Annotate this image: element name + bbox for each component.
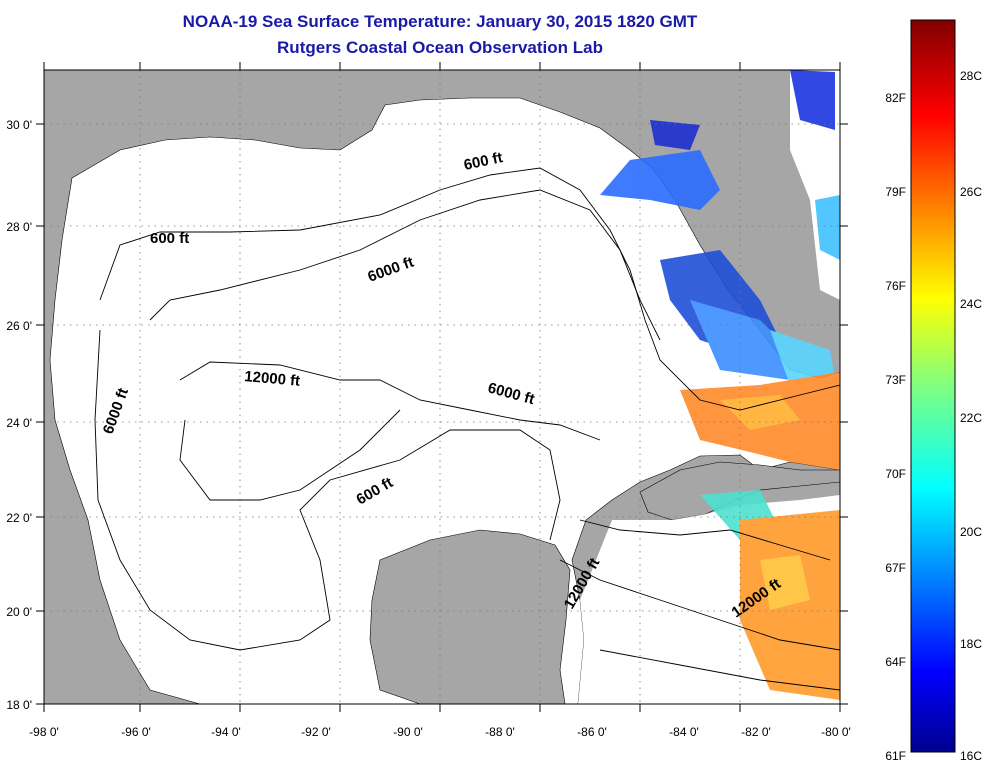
lon-tick-label: -98 0' xyxy=(29,725,59,739)
lon-tick-label: -82 0' xyxy=(741,725,771,739)
lon-tick-label: -90 0' xyxy=(393,725,423,739)
lon-tick-label: -84 0' xyxy=(669,725,699,739)
lat-tick-label: 20 0' xyxy=(6,605,32,619)
map-title: NOAA-19 Sea Surface Temperature: January… xyxy=(182,12,698,31)
map-subtitle: Rutgers Coastal Ocean Observation Lab xyxy=(277,38,603,57)
lon-tick-label: -96 0' xyxy=(121,725,151,739)
lat-tick-label: 30 0' xyxy=(6,118,32,132)
colorbar-f-label: 76F xyxy=(885,279,906,293)
contour-label-12000ft-central: 12000 ft xyxy=(244,368,301,390)
colorbar-c-label: 22C xyxy=(960,411,982,425)
colorbar-c-label: 24C xyxy=(960,297,982,311)
colorbar-f-label: 70F xyxy=(885,467,906,481)
colorbar-f-label: 64F xyxy=(885,655,906,669)
colorbar-c-label: 20C xyxy=(960,525,982,539)
axis-ticks xyxy=(36,62,848,712)
sst-patches xyxy=(600,70,840,700)
colorbar-f-label: 61F xyxy=(885,749,906,763)
lon-tick-label: -80 0' xyxy=(821,725,851,739)
colorbar-c-label: 18C xyxy=(960,637,982,651)
colorbar-f-label: 67F xyxy=(885,561,906,575)
lat-tick-label: 18 0' xyxy=(6,698,32,712)
lat-tick-label: 26 0' xyxy=(6,319,32,333)
depth-contours xyxy=(94,167,840,691)
graticule xyxy=(44,70,840,704)
colorbar-f-label: 73F xyxy=(885,373,906,387)
colorbar xyxy=(910,19,956,753)
lon-tick-label: -88 0' xyxy=(485,725,515,739)
colorbar-f-label: 82F xyxy=(885,91,906,105)
lat-tick-label: 24 0' xyxy=(6,416,32,430)
lon-tick-label: -94 0' xyxy=(211,725,241,739)
contour-label-600ft-west: 600 ft xyxy=(150,230,189,247)
lon-tick-label: -92 0' xyxy=(301,725,331,739)
yucatan-land xyxy=(369,529,571,704)
colorbar-f-label: 79F xyxy=(885,185,906,199)
map-frame xyxy=(43,69,841,705)
colorbar-c-label: 28C xyxy=(960,69,982,83)
colorbar-c-label: 16C xyxy=(960,749,982,763)
lat-tick-label: 22 0' xyxy=(6,511,32,525)
lon-tick-label: -86 0' xyxy=(577,725,607,739)
gulf-ocean xyxy=(49,97,840,704)
colorbar-c-label: 26C xyxy=(960,185,982,199)
lat-tick-label: 28 0' xyxy=(6,220,32,234)
